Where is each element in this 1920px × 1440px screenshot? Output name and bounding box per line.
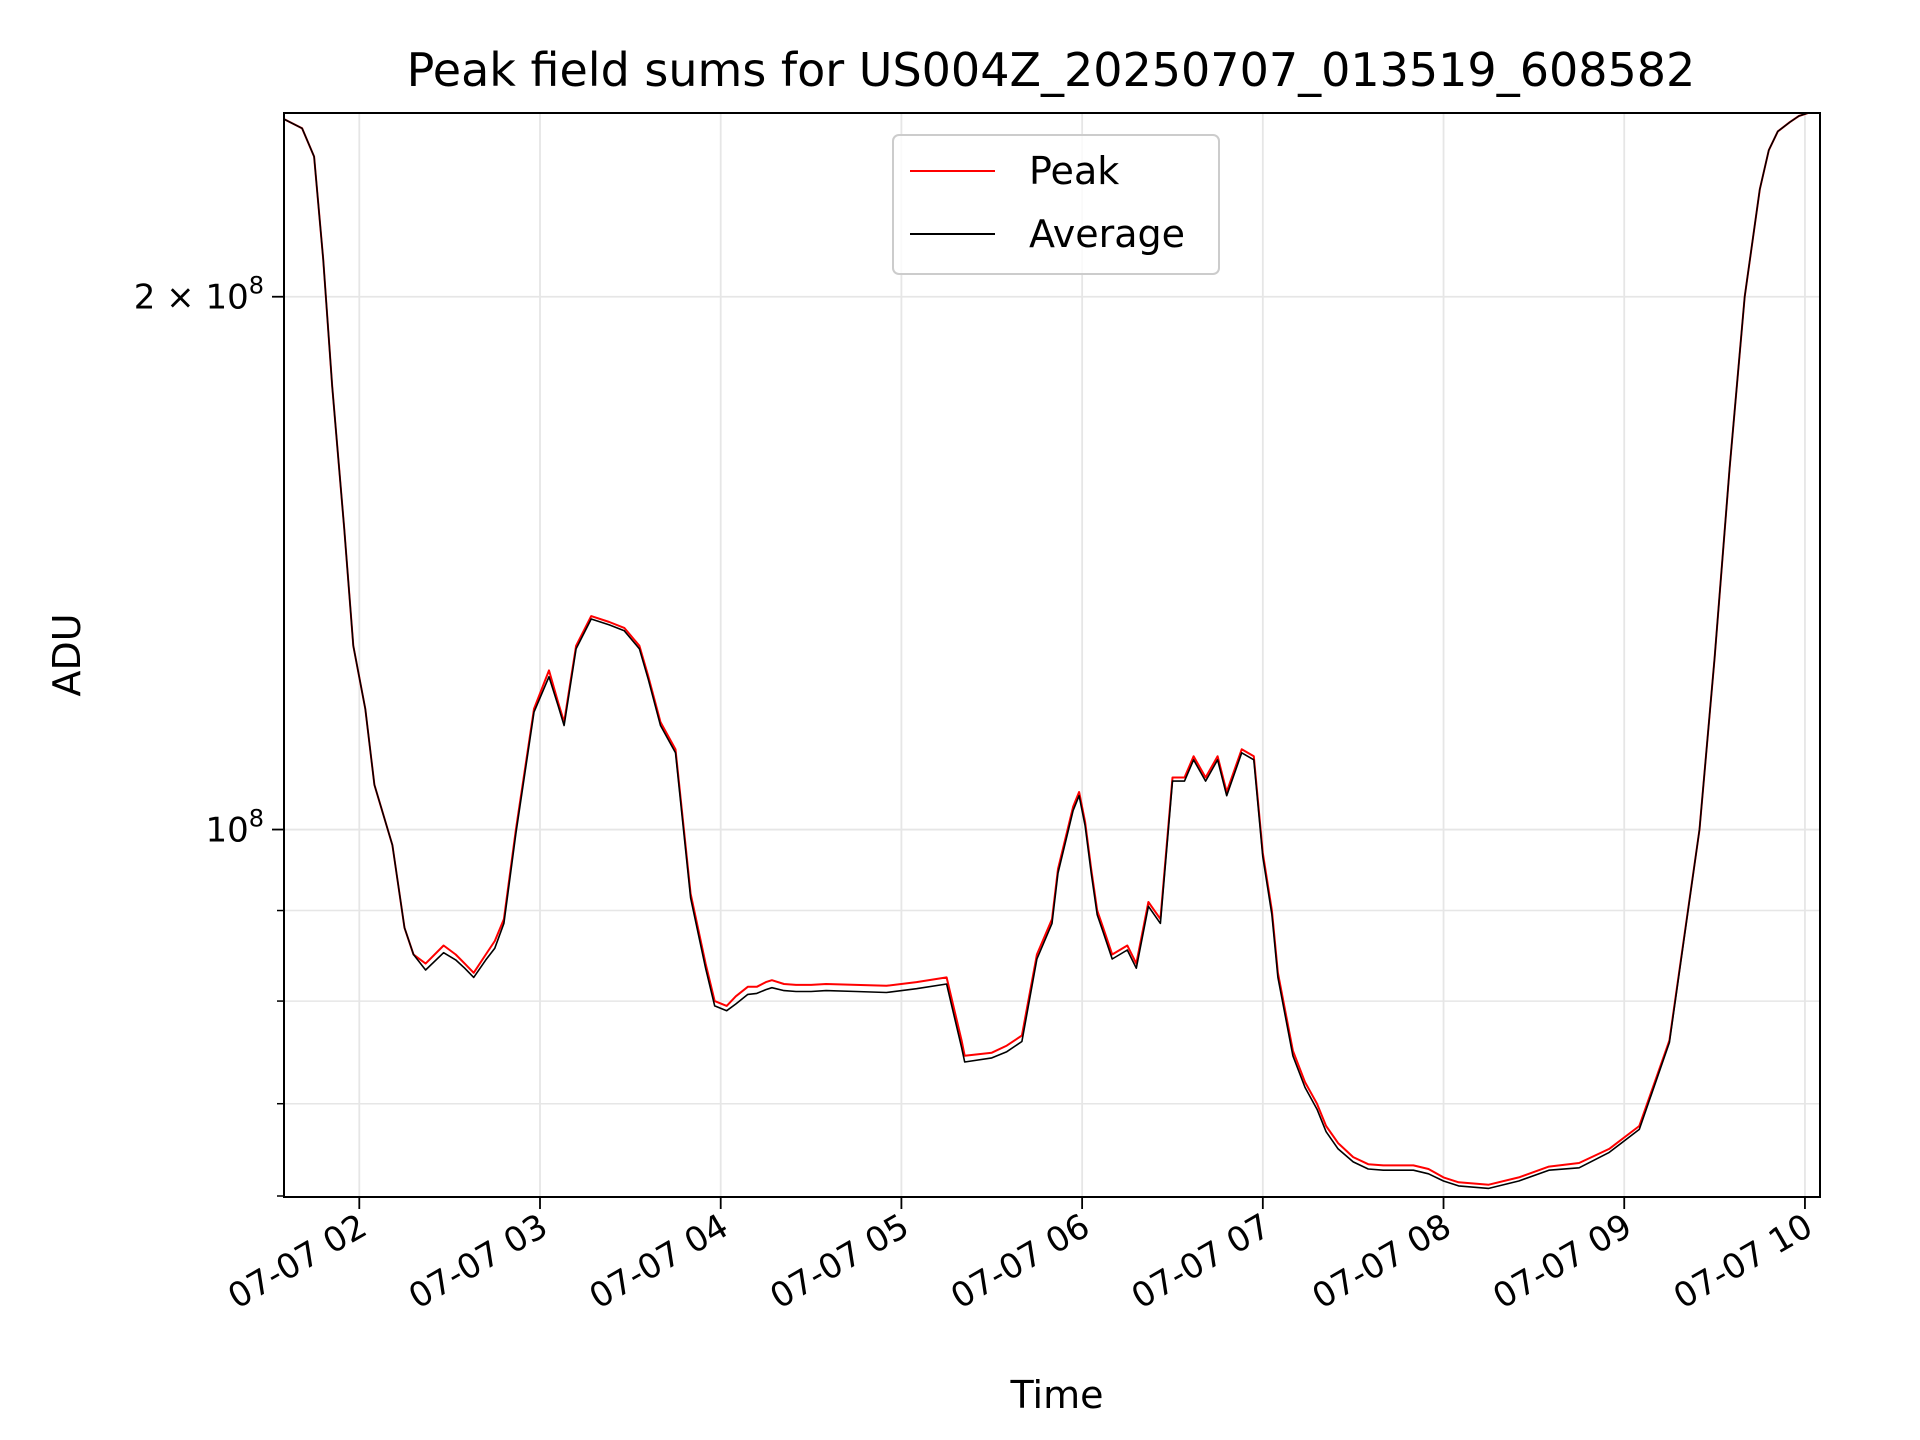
grid-lines	[284, 113, 1820, 1197]
series-lines	[283, 112, 1820, 1190]
plot-frame	[283, 112, 1821, 1198]
plot-area	[284, 113, 1820, 1197]
legend-average-label: Average	[1029, 212, 1185, 256]
legend: Peak Average	[892, 134, 1220, 275]
y-tick-label: 108	[205, 805, 264, 851]
series-line-peak	[283, 112, 1820, 1186]
chart-title: Peak field sums for US004Z_20250707_0135…	[407, 43, 1696, 97]
y-axis-ticks: 108 2 × 108	[134, 272, 284, 1197]
y-tick-label: 2 × 108	[134, 272, 264, 318]
legend-box	[892, 134, 1220, 275]
x-axis-label: Time	[1010, 1373, 1104, 1417]
y-axis-label: ADU	[45, 613, 89, 696]
legend-peak-label: Peak	[1029, 149, 1119, 193]
series-line-average	[283, 112, 1820, 1190]
